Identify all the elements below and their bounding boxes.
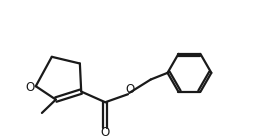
- Text: O: O: [101, 126, 110, 139]
- Text: O: O: [125, 83, 135, 96]
- Text: O: O: [25, 81, 34, 94]
